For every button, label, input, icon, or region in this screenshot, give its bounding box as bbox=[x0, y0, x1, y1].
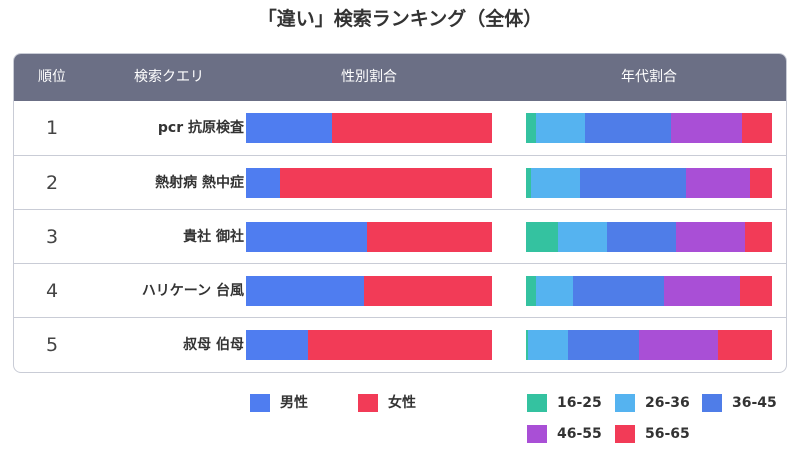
table-row: 3 貴社 御社 bbox=[14, 209, 786, 263]
gender-bar bbox=[246, 276, 492, 306]
legend-label: 56-65 bbox=[645, 426, 690, 442]
gender-bar bbox=[246, 330, 492, 360]
age-segment-36-45 bbox=[572, 276, 664, 306]
legend-swatch bbox=[527, 425, 547, 443]
age-bar bbox=[526, 276, 772, 306]
search-query: 熱射病 熱中症 bbox=[155, 175, 244, 191]
age-segment-46-55 bbox=[685, 168, 750, 198]
age-bar bbox=[526, 113, 772, 143]
rank-number: 3 bbox=[45, 226, 59, 248]
table-row: 1 pcr 抗原検査 bbox=[14, 101, 786, 155]
age-bar bbox=[526, 330, 772, 360]
gender-segment-female bbox=[332, 113, 492, 143]
table-row: 5 叔母 伯母 bbox=[14, 317, 786, 371]
age-segment-16-25 bbox=[526, 330, 529, 360]
rank-number: 5 bbox=[45, 334, 59, 356]
age-segment-16-25 bbox=[526, 113, 536, 143]
age-segment-46-55 bbox=[639, 330, 718, 360]
ranking-table: 順位 検索クエリ 性別割合 年代割合 1 pcr 抗原検査 2 熱射病 熱中症 3 貴社 … bbox=[13, 53, 787, 373]
age-segment-46-55 bbox=[671, 113, 743, 143]
age-segment-26-36 bbox=[535, 276, 573, 306]
gender-segment-male bbox=[246, 168, 281, 198]
gender-segment-male bbox=[246, 113, 333, 143]
legend-label: 女性 bbox=[388, 395, 416, 411]
gender-segment-female bbox=[307, 330, 492, 360]
gender-bar bbox=[246, 168, 492, 198]
age-segment-16-25 bbox=[526, 168, 531, 198]
legend-label: 36-45 bbox=[732, 395, 777, 411]
age-segment-56-65 bbox=[744, 222, 772, 252]
legend-swatch bbox=[615, 425, 635, 443]
rank-number: 4 bbox=[45, 280, 59, 302]
table-row: 2 熱射病 熱中症 bbox=[14, 155, 786, 209]
legend-swatch bbox=[527, 394, 547, 412]
header-gender-ratio: 性別割合 bbox=[341, 69, 397, 85]
age-segment-36-45 bbox=[580, 168, 686, 198]
age-segment-26-36 bbox=[535, 113, 586, 143]
age-segment-16-25 bbox=[526, 222, 558, 252]
legend-label: 26-36 bbox=[645, 395, 690, 411]
chart-title: 「違い」検索ランキング（全体） bbox=[257, 8, 543, 30]
table-row: 4 ハリケーン 台風 bbox=[14, 263, 786, 317]
rank-number: 1 bbox=[45, 117, 59, 139]
legend-swatch bbox=[615, 394, 635, 412]
legend-swatch bbox=[250, 394, 270, 412]
age-bar bbox=[526, 168, 772, 198]
gender-segment-male bbox=[246, 276, 365, 306]
gender-segment-male bbox=[246, 330, 308, 360]
age-segment-36-45 bbox=[607, 222, 677, 252]
legend-swatch bbox=[358, 394, 378, 412]
rank-number: 2 bbox=[45, 172, 59, 194]
search-query: 叔母 伯母 bbox=[183, 337, 244, 353]
gender-segment-female bbox=[280, 168, 492, 198]
age-segment-56-65 bbox=[749, 168, 772, 198]
age-segment-56-65 bbox=[717, 330, 772, 360]
age-segment-56-65 bbox=[739, 276, 772, 306]
legend-label: 男性 bbox=[280, 395, 308, 411]
age-segment-26-36 bbox=[530, 168, 581, 198]
age-segment-26-36 bbox=[557, 222, 608, 252]
legend-swatch bbox=[702, 394, 722, 412]
table-header: 順位 検索クエリ 性別割合 年代割合 bbox=[14, 54, 786, 101]
gender-segment-female bbox=[366, 222, 492, 252]
gender-bar bbox=[246, 113, 492, 143]
legend-label: 46-55 bbox=[557, 426, 602, 442]
header-age-ratio: 年代割合 bbox=[621, 69, 677, 85]
gender-segment-male bbox=[246, 222, 367, 252]
age-segment-16-25 bbox=[526, 276, 536, 306]
gender-bar bbox=[246, 222, 492, 252]
age-segment-56-65 bbox=[742, 113, 772, 143]
age-segment-36-45 bbox=[585, 113, 672, 143]
search-query: 貴社 御社 bbox=[183, 229, 244, 245]
legend-label: 16-25 bbox=[557, 395, 602, 411]
search-query: ハリケーン 台風 bbox=[141, 283, 244, 299]
header-rank: 順位 bbox=[38, 69, 66, 85]
age-segment-46-55 bbox=[676, 222, 745, 252]
age-segment-36-45 bbox=[567, 330, 640, 360]
search-query: pcr 抗原検査 bbox=[157, 120, 244, 136]
age-bar bbox=[526, 222, 772, 252]
header-query: 検索クエリ bbox=[134, 69, 204, 85]
gender-segment-female bbox=[364, 276, 492, 306]
age-segment-46-55 bbox=[663, 276, 740, 306]
age-segment-26-36 bbox=[528, 330, 568, 360]
